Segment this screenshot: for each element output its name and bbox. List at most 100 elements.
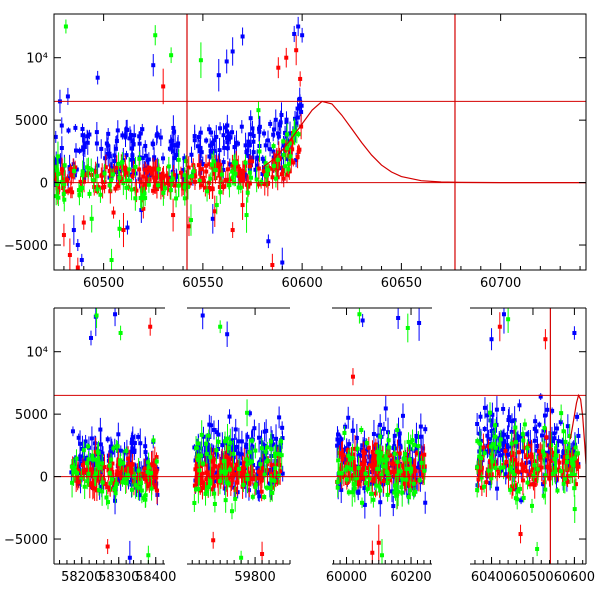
- data-point: [253, 482, 258, 487]
- data-point: [411, 464, 416, 469]
- data-point: [85, 479, 90, 484]
- data-point: [359, 427, 364, 432]
- data-point: [146, 553, 151, 558]
- data-point: [351, 462, 356, 467]
- data-point: [393, 486, 398, 491]
- data-point: [218, 126, 223, 131]
- data-point: [171, 213, 176, 218]
- data-point: [128, 470, 133, 475]
- data-point: [273, 176, 278, 181]
- data-point: [173, 183, 178, 188]
- data-point: [284, 55, 289, 60]
- data-point: [354, 476, 359, 481]
- data-point: [230, 130, 235, 135]
- x-tick-label: 60650: [381, 276, 422, 291]
- data-point: [212, 165, 217, 170]
- data-point: [299, 110, 304, 115]
- data-point: [74, 148, 79, 153]
- data-point: [285, 156, 290, 161]
- data-point: [380, 481, 385, 486]
- data-point: [337, 451, 342, 456]
- data-point: [108, 481, 113, 486]
- data-point: [106, 131, 111, 136]
- data-point: [105, 500, 110, 505]
- data-point: [358, 467, 363, 472]
- data-point: [240, 466, 245, 471]
- data-point: [121, 228, 126, 233]
- data-point: [71, 174, 76, 179]
- data-point: [259, 446, 264, 451]
- data-point: [513, 496, 518, 501]
- data-point: [238, 452, 243, 457]
- data-point: [529, 503, 534, 508]
- data-point: [267, 166, 272, 171]
- data-point: [148, 324, 153, 329]
- data-point: [352, 446, 357, 451]
- data-point: [423, 427, 428, 432]
- data-point: [58, 159, 63, 164]
- data-point: [153, 485, 158, 490]
- data-point: [275, 479, 280, 484]
- data-point: [485, 413, 490, 418]
- data-point: [156, 167, 161, 172]
- data-point: [239, 439, 244, 444]
- data-point: [61, 233, 66, 238]
- data-point: [520, 449, 525, 454]
- data-point: [233, 496, 238, 501]
- data-point: [510, 453, 515, 458]
- data-point: [153, 33, 158, 38]
- data-point: [404, 466, 409, 471]
- data-point: [503, 448, 508, 453]
- data-point: [212, 464, 217, 469]
- data-point: [482, 405, 487, 410]
- data-point: [276, 452, 281, 457]
- data-point: [54, 134, 58, 139]
- data-point: [343, 467, 348, 472]
- data-point: [109, 466, 114, 471]
- data-point: [565, 424, 570, 429]
- data-point: [244, 442, 249, 447]
- data-point: [123, 476, 128, 481]
- data-point: [62, 189, 67, 194]
- data-point: [240, 176, 245, 181]
- data-point: [59, 123, 64, 128]
- data-point: [376, 433, 381, 438]
- data-point: [191, 169, 196, 174]
- data-point: [291, 160, 296, 165]
- data-point: [110, 450, 115, 455]
- data-point: [256, 490, 261, 495]
- data-point: [543, 458, 548, 463]
- data-point: [367, 463, 372, 468]
- data-point: [199, 476, 204, 481]
- data-point: [543, 473, 548, 478]
- data-point: [108, 444, 113, 449]
- data-point: [414, 451, 419, 456]
- data-point: [508, 465, 513, 470]
- data-point: [112, 159, 117, 164]
- data-point: [276, 473, 281, 478]
- data-point: [83, 173, 88, 178]
- data-point: [250, 126, 255, 131]
- data-point: [528, 472, 533, 477]
- data-point: [280, 425, 285, 430]
- data-point: [260, 552, 265, 557]
- data-point: [161, 156, 166, 161]
- data-point: [111, 446, 116, 451]
- data-point: [85, 134, 90, 139]
- data-point: [231, 160, 236, 165]
- data-point: [146, 460, 151, 465]
- data-point: [498, 465, 503, 470]
- data-point: [130, 487, 135, 492]
- data-point: [262, 131, 267, 136]
- data-point: [144, 177, 149, 182]
- data-point: [559, 411, 564, 416]
- data-point: [405, 325, 410, 330]
- data-point: [510, 487, 515, 492]
- data-point: [120, 480, 125, 485]
- data-point: [105, 143, 110, 148]
- data-point: [558, 469, 563, 474]
- data-point: [168, 188, 173, 193]
- data-point: [489, 476, 494, 481]
- data-point: [59, 146, 64, 151]
